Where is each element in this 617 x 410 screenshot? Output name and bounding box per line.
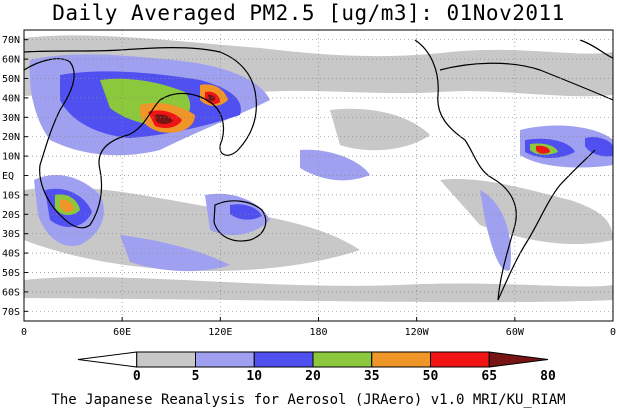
lat-label: 70N — [2, 35, 20, 46]
lat-label: 30S — [2, 229, 20, 240]
colorbar-label: 80 — [540, 369, 556, 384]
map-field — [24, 30, 613, 321]
colorbar-label: 65 — [481, 369, 497, 384]
colorbar-swatch — [312, 351, 373, 368]
lat-label: 70S — [2, 307, 20, 318]
colorbar-swatch — [488, 351, 549, 368]
colorbar-label: 50 — [423, 369, 439, 384]
dark-red-regions — [155, 94, 216, 124]
lon-label: 0 — [21, 327, 27, 338]
lat-label: 60N — [2, 55, 20, 66]
colorbar-swatch — [253, 351, 314, 368]
lat-label: 60S — [2, 287, 20, 298]
lon-label: 120W — [405, 327, 430, 338]
lat-label: 40S — [2, 249, 20, 260]
lat-label: 50N — [2, 74, 20, 85]
colorbar: 0 5 10 20 35 50 65 80 — [77, 351, 556, 384]
lon-label: 120E — [208, 327, 232, 338]
lat-label: 20N — [2, 132, 20, 143]
coastlines — [24, 39, 613, 301]
colorbar-swatch — [430, 351, 490, 368]
colorbar-swatch — [371, 351, 431, 368]
longitude-labels: 0 60E 120E 180 120W 60W 0 — [21, 317, 616, 338]
lon-label: 60E — [113, 327, 131, 338]
colorbar-swatch — [77, 351, 138, 368]
colorbar-label: 20 — [305, 369, 321, 384]
colorbar-label: 0 — [133, 369, 141, 384]
latitude-labels: 70N 60N 50N 40N 30N 20N 10N EQ 10S 20S 30S 40S 50S 60… — [2, 35, 28, 318]
graticule — [24, 30, 613, 321]
lat-label: EQ — [2, 171, 14, 182]
lon-label: 180 — [309, 327, 327, 338]
colorbar-swatch — [195, 351, 255, 368]
lon-label: 0 — [610, 327, 616, 338]
lat-label: 30N — [2, 113, 20, 124]
data-credit: The Japanese Reanalysis for Aerosol (JRA… — [51, 392, 566, 408]
lat-label: 10S — [2, 190, 20, 201]
lat-label: 10N — [2, 152, 20, 163]
lon-label: 60W — [506, 327, 525, 338]
colorbar-label: 5 — [192, 369, 200, 384]
lat-label: 20S — [2, 210, 20, 221]
colorbar-label: 35 — [364, 369, 380, 384]
lat-label: 40N — [2, 93, 20, 104]
colorbar-swatch — [136, 351, 196, 368]
map-title: Daily Averaged PM2.5 [ug/m3]: 01Nov2011 — [52, 1, 565, 25]
lat-label: 50S — [2, 268, 20, 279]
colorbar-label: 10 — [246, 369, 262, 384]
